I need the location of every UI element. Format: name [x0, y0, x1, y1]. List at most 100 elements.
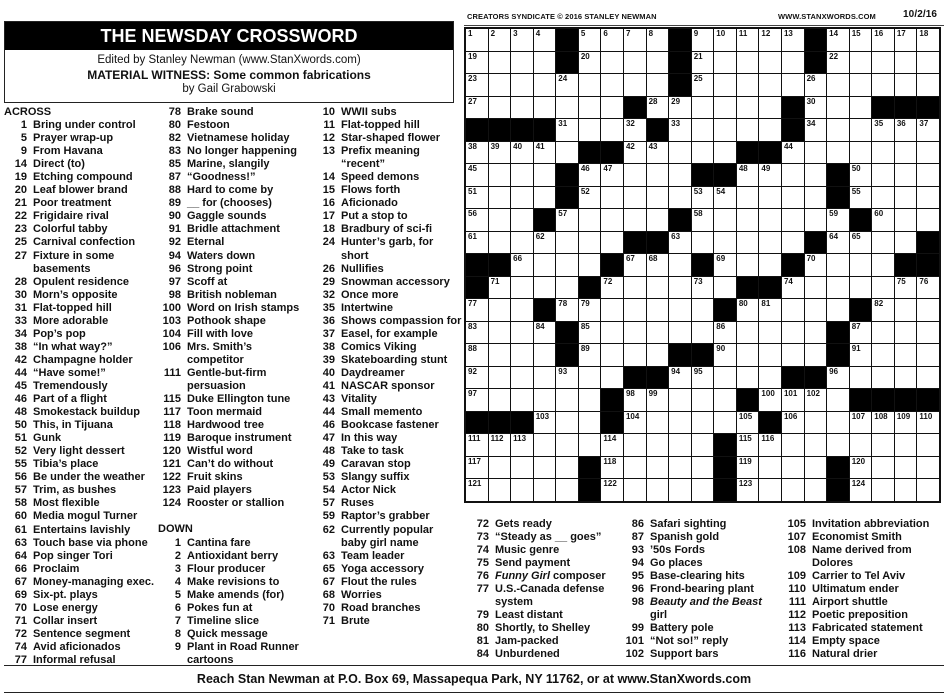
grid-cell: 44	[781, 141, 804, 164]
clue-column-6: 105 Invitation abbreviation 107 Economist S…	[783, 518, 948, 662]
grid-cell: 61	[466, 231, 488, 254]
cell-number: 2	[490, 29, 496, 38]
clue-text: Ruses	[341, 497, 375, 510]
clue-text: Carnival confection	[33, 236, 136, 249]
cell-number: 4	[535, 29, 541, 38]
grid-cell	[759, 96, 781, 119]
down-clue: 14 Speed demons	[312, 171, 462, 184]
clue-number: 106	[162, 340, 181, 353]
grid-cell	[533, 164, 556, 186]
cell-number: 81	[761, 299, 771, 309]
cell-number: 89	[580, 344, 590, 354]
grid-cell: 124	[849, 479, 872, 501]
cell-number: 33	[671, 119, 681, 129]
clue-text: Paid players	[187, 484, 252, 497]
cell-number: 54	[716, 186, 726, 196]
across-clue: 122 Fruit skins	[158, 471, 310, 484]
down-clue: 111 Airport shuttle	[783, 596, 948, 609]
black-square	[556, 321, 578, 344]
grid-cell: 10	[714, 29, 736, 51]
clue-number: 8	[174, 627, 181, 640]
down-clue: 107 Economist Smith	[783, 531, 948, 544]
black-square	[714, 434, 736, 456]
down-clue: 94 Go places	[621, 557, 781, 570]
grid-cell	[894, 186, 917, 209]
grid-cell	[669, 434, 691, 456]
clue-text: Gunk	[33, 432, 62, 445]
cell-number: 39	[490, 141, 500, 151]
cell-number: 7	[625, 29, 631, 38]
black-square	[827, 186, 849, 209]
crossword-grid: 1 2 3 4 5 6 7 8 9 10 11 12 13 14 15 16 17 18 19 20 21 22 23 24 2…	[464, 27, 941, 503]
grid-cell	[872, 344, 894, 366]
grid-cell	[827, 141, 849, 164]
grid-cell	[511, 164, 533, 186]
clue-text: Can’t do without	[187, 458, 274, 471]
grid-cell: 98	[623, 389, 646, 411]
cell-number: 12	[761, 29, 771, 38]
grid-cell: 40	[511, 141, 533, 164]
clue-text: Avid aficionados	[33, 640, 121, 653]
puzzle-date: 10/2/16	[903, 9, 938, 20]
grid-cell	[736, 366, 759, 389]
grid-cell	[533, 479, 556, 501]
grid-cell	[578, 209, 601, 231]
grid-cell: 122	[601, 479, 623, 501]
clue-text: Spanish gold	[650, 531, 720, 544]
down-clue: 44 Small memento	[312, 406, 462, 419]
grid-cell	[759, 186, 781, 209]
copyright-line: CREATORS SYNDICATE © 2016 STANLEY NEWMAN	[467, 12, 657, 21]
clue-text: Flows forth	[341, 184, 401, 197]
black-square	[601, 389, 623, 411]
black-square	[691, 164, 714, 186]
clue-number: 113	[788, 622, 806, 635]
cell-number: 9	[693, 29, 699, 38]
grid-cell	[804, 276, 827, 299]
clue-number: 24	[322, 236, 335, 249]
grid-cell	[669, 456, 691, 479]
grid-cell: 111	[466, 434, 488, 456]
clue-text: Small memento	[341, 406, 423, 419]
clue-number: 97	[168, 275, 181, 288]
cell-number: 5	[580, 29, 586, 38]
down-clue: 8 Quick message	[158, 628, 310, 641]
down-clue: 16 Aficionado	[312, 197, 462, 210]
down-clue: 47 In this way	[312, 432, 462, 445]
black-square	[781, 96, 804, 119]
grid-cell	[804, 299, 827, 321]
grid-cell: 90	[714, 344, 736, 366]
cell-number: 78	[558, 299, 568, 309]
clue-number: 92	[168, 236, 181, 249]
down-clue: 43 Vitality	[312, 393, 462, 406]
clue-text: Marine, slangily	[187, 158, 270, 171]
grid-cell: 88	[466, 344, 488, 366]
cell-number: 95	[693, 366, 703, 376]
clue-text: Speed demons	[341, 171, 420, 184]
across-clue: 106 Mrs. Smith’s competitor	[158, 341, 310, 367]
down-clue: 70 Road branches	[312, 602, 462, 615]
clue-number: 96	[631, 583, 644, 596]
grid-cell	[488, 344, 511, 366]
grid-cell	[827, 119, 849, 141]
cell-number: 98	[625, 389, 635, 399]
cell-number: 70	[806, 254, 816, 264]
grid-cell: 84	[533, 321, 556, 344]
grid-cell: 108	[872, 411, 894, 434]
black-square	[556, 186, 578, 209]
cell-number: 52	[580, 186, 590, 196]
grid-cell	[533, 186, 556, 209]
across-clue: 118 Hardwood tree	[158, 419, 310, 432]
clue-text: Champagne holder	[33, 353, 133, 366]
grid-cell	[601, 209, 623, 231]
grid-cell: 45	[466, 164, 488, 186]
grid-cell: 18	[917, 29, 939, 51]
cell-number: 61	[468, 231, 477, 241]
grid-cell: 11	[736, 29, 759, 51]
clue-text: Brute	[341, 614, 370, 627]
grid-cell	[601, 119, 623, 141]
clue-text: Daydreamer	[341, 366, 405, 379]
cell-number: 123	[738, 479, 753, 489]
black-square	[917, 231, 939, 254]
cell-number: 3	[513, 29, 518, 38]
contact-footer: Reach Stan Newman at P.O. Box 69, Massap…	[4, 665, 944, 693]
